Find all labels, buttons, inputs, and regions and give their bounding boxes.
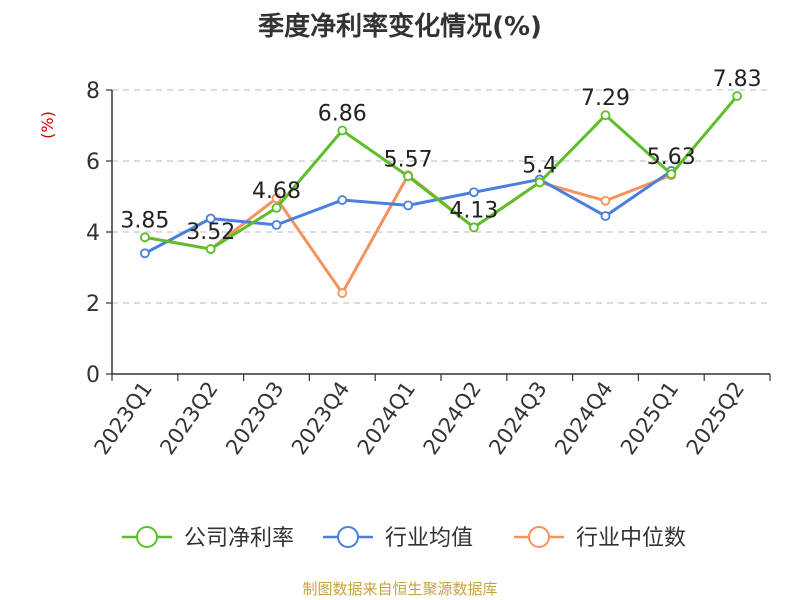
grid-lines — [112, 89, 770, 304]
x-tick-label: 2023Q3 — [221, 377, 288, 459]
series-point-1 — [139, 248, 150, 259]
series-point-1 — [403, 200, 414, 211]
data-label: 4.68 — [252, 179, 301, 204]
legend-label: 公司净利率 — [184, 526, 294, 551]
series-point-1 — [468, 187, 479, 198]
legend-marker — [337, 526, 359, 548]
x-tick-label: 2025Q2 — [682, 377, 749, 459]
series-point-0 — [534, 177, 545, 188]
x-tick-label: 2024Q4 — [550, 377, 617, 459]
data-label: 7.29 — [581, 86, 630, 111]
x-tick-label: 2025Q1 — [616, 377, 683, 459]
x-tick-label: 2023Q1 — [90, 377, 157, 459]
x-tick-label: 2023Q4 — [287, 377, 354, 459]
y-axis-label: (%) — [38, 111, 57, 139]
series-point-0 — [337, 125, 348, 136]
data-label: 5.63 — [647, 145, 696, 170]
x-tick-label: 2023Q2 — [155, 377, 222, 459]
chart-title: 季度净利率变化情况(%) — [258, 12, 542, 42]
series-point-2 — [271, 193, 282, 204]
y-tick-label: 6 — [86, 150, 100, 175]
source-note: 制图数据来自恒生聚源数据库 — [302, 580, 498, 598]
y-tick-label: 2 — [86, 292, 100, 317]
series-point-2 — [600, 195, 611, 206]
legend-marker — [528, 526, 550, 548]
data-label: 5.4 — [522, 153, 557, 178]
series-point-0 — [205, 244, 216, 254]
legend-label: 行业均值 — [385, 526, 473, 551]
data-label: 4.13 — [449, 198, 498, 223]
data-label: 7.83 — [713, 67, 762, 92]
series-point-0 — [468, 222, 479, 233]
series-point-0 — [600, 110, 611, 121]
series-point-1 — [205, 213, 216, 224]
data-labels: 3.85 3.52 4.68 6.86 5.57 4.13 5.4 7.29 5.63 7.83 — [120, 67, 761, 245]
series-line-0 — [144, 95, 739, 251]
x-tick-label: 2024Q3 — [484, 377, 551, 459]
legend: 公司净利率 行业均值 行业中位数 — [122, 526, 686, 551]
y-tick-label: 8 — [86, 79, 100, 104]
legend-marker — [136, 526, 158, 548]
y-tick-label: 0 — [86, 363, 100, 388]
series-point-0 — [139, 232, 150, 243]
series-point-1 — [600, 211, 611, 221]
y-tick-label: 4 — [86, 221, 100, 246]
series-lines — [139, 91, 742, 298]
data-label: 3.52 — [186, 220, 235, 245]
data-label: 6.86 — [318, 101, 367, 126]
axes: 02468(%)2023Q12023Q22023Q32023Q42024Q120… — [38, 79, 771, 459]
x-tick-label: 2024Q2 — [419, 377, 486, 459]
series-point-0 — [403, 171, 414, 182]
data-label: 3.85 — [120, 208, 169, 233]
series-point-1 — [271, 219, 282, 230]
series-point-2 — [337, 288, 348, 298]
data-label: 5.57 — [384, 147, 433, 172]
series-point-0 — [732, 91, 742, 101]
series-point-1 — [337, 195, 348, 205]
x-tick-label: 2024Q1 — [353, 377, 420, 459]
series-point-0 — [666, 169, 677, 180]
series-point-0 — [271, 202, 282, 213]
legend-label: 行业中位数 — [576, 526, 686, 551]
